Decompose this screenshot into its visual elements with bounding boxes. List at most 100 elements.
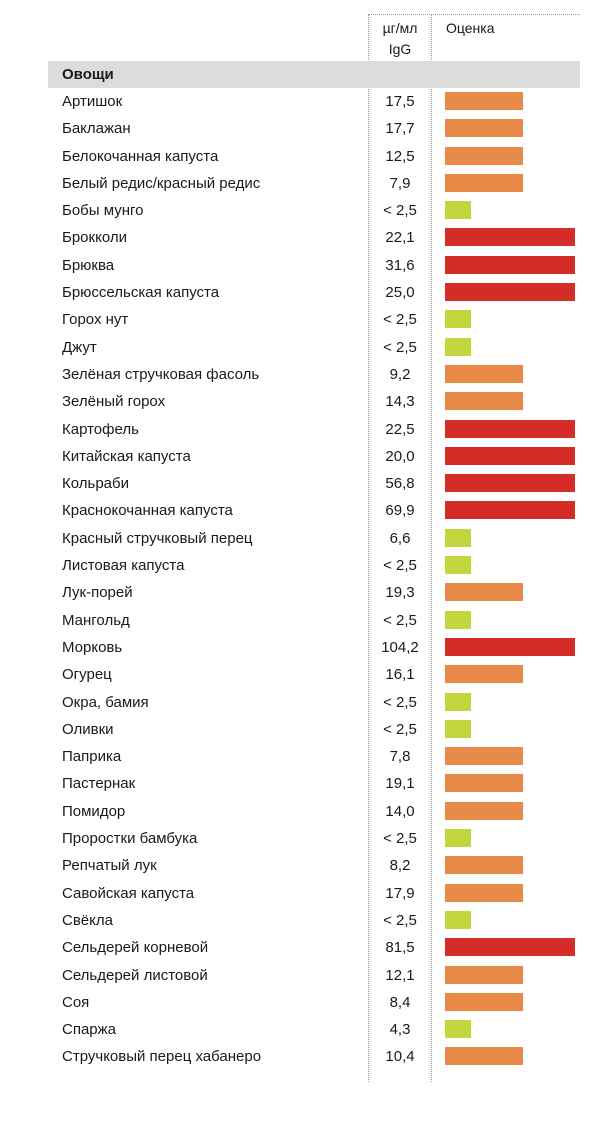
food-name: Бобы мунго [62, 202, 144, 220]
score-column-header: Оценка [446, 20, 495, 36]
score-bar-medium [445, 119, 523, 138]
food-name: Савойская капуста [62, 884, 195, 902]
score-bar-high [445, 501, 575, 520]
score-bar-high [445, 938, 575, 957]
food-name: Картофель [62, 420, 139, 438]
food-name: Зелёная стручковая фасоль [62, 365, 260, 383]
igg-value: 17,7 [385, 120, 415, 138]
score-bar-low [445, 201, 471, 220]
score-bar-low [445, 1020, 471, 1039]
igg-value: 8,2 [389, 857, 411, 875]
igg-value: 17,9 [385, 884, 415, 902]
food-name: Спаржа [62, 1021, 117, 1039]
score-bar-high [445, 255, 575, 274]
table-row: Сельдерей корневой 81,5 [0, 934, 600, 961]
igg-value: < 2,5 [383, 911, 417, 929]
food-name: Репчатый лук [62, 857, 157, 875]
food-name: Лук-порей [62, 584, 133, 602]
score-bar-medium [445, 747, 523, 766]
food-name: Паприка [62, 748, 122, 766]
score-bar-medium [445, 364, 523, 383]
score-bar-low [445, 528, 471, 547]
food-name: Мангольд [62, 611, 130, 629]
table-row: Зелёная стручковая фасоль 9,2 [0, 361, 600, 388]
column-divider-right [431, 14, 432, 1082]
igg-value: 10,4 [385, 1048, 415, 1066]
igg-value: 69,9 [385, 502, 415, 520]
food-name: Краснокочанная капуста [62, 502, 233, 520]
igg-value: 81,5 [385, 939, 415, 957]
table-row: Китайская капуста 20,0 [0, 443, 600, 470]
score-bar-low [445, 337, 471, 356]
table-row: Огурец 16,1 [0, 661, 600, 688]
igg-value: 31,6 [385, 256, 415, 274]
table-row: Окра, бамия < 2,5 [0, 689, 600, 716]
table-row: Краснокочанная капуста 69,9 [0, 497, 600, 524]
table-row: Красный стручковый перец 6,6 [0, 525, 600, 552]
igg-value: 7,8 [389, 748, 411, 766]
score-bar-medium [445, 665, 523, 684]
table-row: Брюква 31,6 [0, 252, 600, 279]
igg-value: 7,9 [389, 174, 411, 192]
score-bar-low [445, 610, 471, 629]
score-bar-high [445, 419, 575, 438]
igg-value: < 2,5 [383, 557, 417, 575]
score-bar-medium [445, 173, 523, 192]
score-bar-high [445, 446, 575, 465]
table-row: Баклажан 17,7 [0, 115, 600, 142]
table-row: Оливки < 2,5 [0, 716, 600, 743]
table-row: Кольраби 56,8 [0, 470, 600, 497]
igg-value: 25,0 [385, 284, 415, 302]
score-bar-medium [445, 856, 523, 875]
table-row: Помидор 14,0 [0, 798, 600, 825]
igg-value: < 2,5 [383, 338, 417, 356]
score-bar-high [445, 637, 575, 656]
score-bar-low [445, 719, 471, 738]
value-column-header: µг/мл IgG [370, 18, 430, 60]
table-row: Свёкла < 2,5 [0, 907, 600, 934]
score-bar-medium [445, 92, 523, 110]
score-bar-medium [445, 801, 523, 820]
table-row: Джут < 2,5 [0, 334, 600, 361]
igg-value: 4,3 [389, 1021, 411, 1039]
igg-value: < 2,5 [383, 611, 417, 629]
unit-label: µг/мл [382, 20, 418, 36]
igg-value: 22,5 [385, 420, 415, 438]
igg-value: < 2,5 [383, 311, 417, 329]
igg-value: 14,0 [385, 802, 415, 820]
score-bar-medium [445, 774, 523, 793]
table-row: Проростки бамбука < 2,5 [0, 825, 600, 852]
header-top-border [368, 14, 580, 15]
table-row: Репчатый лук 8,2 [0, 852, 600, 879]
igg-value: < 2,5 [383, 202, 417, 220]
igg-value: 12,5 [385, 147, 415, 165]
score-bar-medium [445, 883, 523, 902]
table-row: Картофель 22,5 [0, 416, 600, 443]
unit-label-antibody: IgG [388, 41, 412, 57]
food-name: Красный стручковый перец [62, 529, 253, 547]
score-bar-low [445, 910, 471, 929]
food-name: Кольраби [62, 475, 129, 493]
score-bar-low [445, 829, 471, 848]
table-row: Паприка 7,8 [0, 743, 600, 770]
igg-value: 104,2 [381, 638, 419, 656]
table-row: Соя 8,4 [0, 989, 600, 1016]
table-row: Морковь 104,2 [0, 634, 600, 661]
igg-value: 56,8 [385, 475, 415, 493]
table-row: Савойская капуста 17,9 [0, 880, 600, 907]
food-name: Джут [62, 338, 97, 356]
food-name: Белый редис/красный редис [62, 174, 261, 192]
table-row: Листовая капуста < 2,5 [0, 552, 600, 579]
igg-value: 20,0 [385, 447, 415, 465]
category-title: Овощи [62, 66, 114, 83]
table-row: Артишок 17,5 [0, 88, 600, 115]
food-name: Морковь [62, 638, 123, 656]
igg-value: < 2,5 [383, 693, 417, 711]
food-name: Окра, бамия [62, 693, 149, 711]
igg-value: 22,1 [385, 229, 415, 247]
table-row: Стручковый перец хабанеро 10,4 [0, 1043, 600, 1070]
food-name: Сельдерей листовой [62, 966, 208, 984]
table-row: Зелёный горох 14,3 [0, 388, 600, 415]
igg-value: 17,5 [385, 93, 415, 110]
score-bar-medium [445, 965, 523, 984]
